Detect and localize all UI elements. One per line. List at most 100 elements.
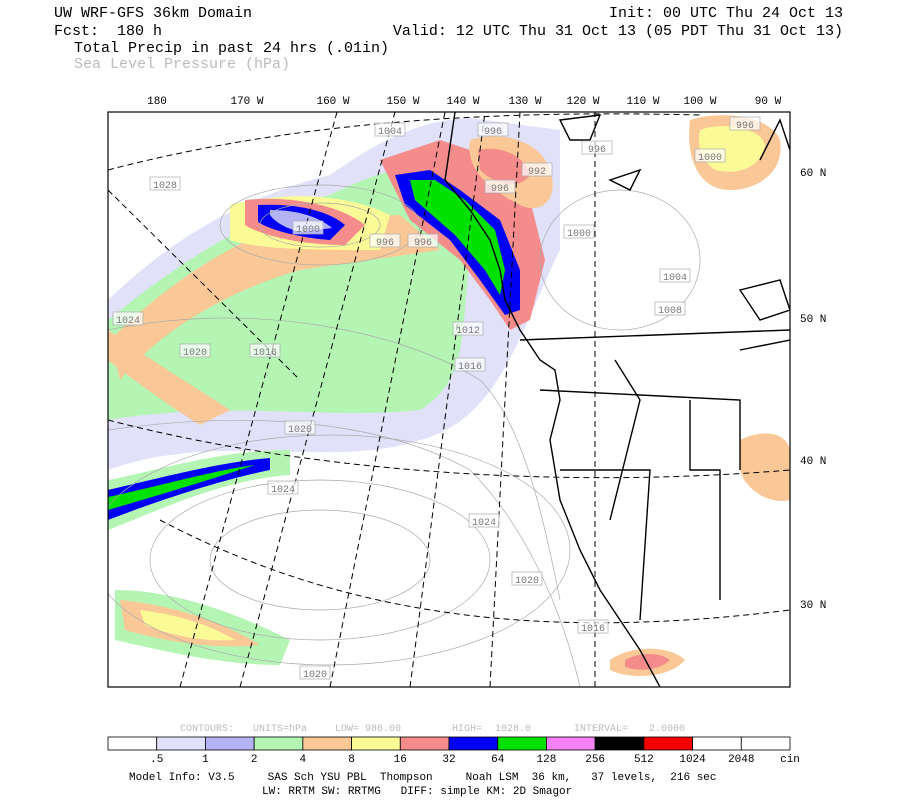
contour-label-box: [149, 176, 181, 191]
contour-label-box: [729, 116, 761, 131]
longitude-label: 110 W: [626, 96, 659, 108]
contour-label: 1020: [303, 670, 327, 681]
contour-label: 992: [528, 167, 546, 178]
colorbar-label: 128: [537, 754, 557, 766]
contour-label-box: [521, 162, 553, 177]
contour-label-box: [299, 665, 331, 680]
contour-label: 996: [484, 127, 502, 138]
colorbar-label: 16: [394, 754, 407, 766]
colorbar-swatch: [156, 736, 206, 751]
colorbar-label: 4: [300, 754, 307, 766]
colorbar-label: cin: [780, 754, 800, 766]
colorbar-label: 2: [251, 754, 258, 766]
contour-label: 1020: [515, 576, 539, 587]
contour-info: LOW=: [335, 724, 359, 735]
colorbar-swatch: [740, 736, 791, 751]
colorbar-swatch: [399, 736, 450, 751]
contour-label: 1024: [472, 518, 496, 529]
contour-label-box: [179, 343, 211, 358]
colorbar-label: .5: [150, 754, 163, 766]
contour-label: 996: [588, 145, 606, 156]
contour-label-box: [563, 224, 595, 239]
overlay: Sea Level Pressure (hPa): [74, 56, 290, 73]
footer-line: LW: RRTM SW: RRTMG DIFF: simple KM: 2D S…: [262, 786, 572, 798]
colorbar-swatch: [643, 736, 693, 751]
longitude-label: 100 W: [683, 96, 716, 108]
contour-label: 1016: [253, 348, 277, 359]
colorbar-swatch: [253, 736, 304, 751]
colorbar-swatch: [351, 736, 401, 751]
colorbar-swatch: [205, 736, 255, 751]
contour-label-box: [112, 311, 144, 326]
contour-label-box: [292, 220, 324, 235]
contour-label: 1004: [378, 127, 402, 138]
colorbar-label: 1024: [679, 754, 706, 766]
contour-info: UNITS=hPa: [253, 723, 307, 735]
longitude-label: 180: [147, 96, 167, 108]
contour-label: 1008: [658, 306, 682, 317]
colorbar-swatch: [594, 736, 645, 751]
contour-label: 996: [376, 238, 394, 249]
contour-label: 1000: [698, 153, 722, 164]
contour-label-box: [267, 480, 299, 495]
colorbar-label: 2048: [728, 754, 754, 766]
colorbar-swatch: [107, 736, 158, 751]
forecast: Fcst: 180 h: [54, 23, 162, 40]
contour-label: 1024: [116, 316, 140, 327]
longitude-label: 160 W: [316, 96, 349, 108]
contour-label: 996: [736, 121, 754, 132]
latitude-label: 30 N: [800, 600, 826, 612]
contour-label-box: [694, 148, 726, 163]
longitude-label: 120 W: [566, 96, 599, 108]
longitude-label: 140 W: [446, 96, 479, 108]
contour-label: 1016: [581, 624, 605, 635]
contour-label: 1016: [458, 362, 482, 373]
map-frame: [107, 111, 791, 688]
colorbar-swatch: [692, 736, 742, 751]
contour-label: 1000: [567, 229, 591, 240]
contour-label: 1020: [288, 425, 312, 436]
longitude-label: 90 W: [755, 96, 782, 108]
contour-info: HIGH=: [452, 724, 482, 735]
longitude-label: 130 W: [508, 96, 541, 108]
longitude-label: 150 W: [386, 96, 419, 108]
colorbar-label: 1: [202, 754, 209, 766]
valid: Valid: 12 UTC Thu 31 Oct 13 (05 PDT Thu …: [393, 23, 843, 40]
map-body: [108, 112, 790, 687]
contour-label: 1012: [456, 326, 480, 337]
contour-info: CONTOURS:: [180, 724, 234, 735]
contour-label-box: [454, 357, 486, 372]
contour-label-box: [477, 122, 509, 137]
contour-label-box: [284, 420, 316, 435]
contour-label-box: [581, 140, 613, 155]
colorbar-swatch: [448, 736, 499, 751]
contour-label: 1024: [271, 485, 295, 496]
contour-label: 996: [414, 238, 432, 249]
colorbar-label: 512: [634, 754, 654, 766]
longitude-label: 170 W: [230, 96, 263, 108]
contour-label: 1028: [153, 181, 177, 192]
contour-info: INTERVAL=: [574, 724, 628, 735]
title: UW WRF-GFS 36km Domain: [54, 5, 252, 22]
contour-label: 1004: [663, 273, 687, 284]
contour-label-box: [407, 233, 439, 248]
contour-label-box: [369, 233, 401, 248]
init: Init: 00 UTC Thu 24 Oct 13: [609, 5, 843, 22]
colorbar-swatch: [546, 736, 596, 751]
latitude-label: 50 N: [800, 314, 826, 326]
contour-label-box: [659, 268, 691, 283]
latitude-label: 40 N: [800, 456, 826, 468]
colorbar-label: 8: [348, 754, 355, 766]
colorbar-label: 32: [442, 754, 455, 766]
contour-label-box: [484, 179, 516, 194]
contour-label: 1020: [183, 348, 207, 359]
contour-label-box: [654, 301, 686, 316]
colorbar-label: 64: [491, 754, 505, 766]
colorbar-swatch: [497, 736, 547, 751]
contour-label-box: [452, 321, 484, 336]
contour-info: 1028.0: [495, 724, 531, 735]
footer-line: Model Info: V3.5 SAS Sch YSU PBL Thompso…: [129, 772, 717, 784]
field: Total Precip in past 24 hrs (.01in): [74, 40, 389, 57]
contour-label-box: [577, 619, 609, 634]
